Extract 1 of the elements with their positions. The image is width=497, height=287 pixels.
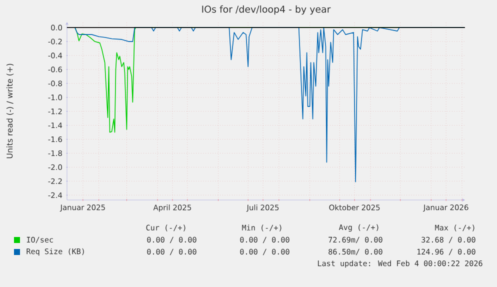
chart-title: IOs for /dev/loop4 - by year bbox=[202, 5, 331, 15]
